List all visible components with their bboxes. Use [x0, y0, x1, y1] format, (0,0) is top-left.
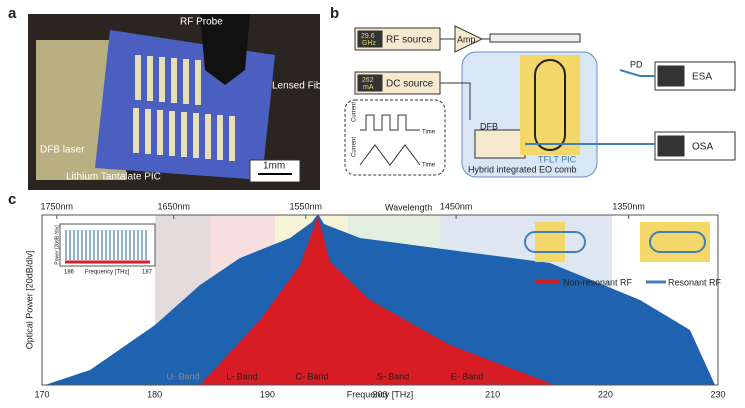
- x-tick-label: 200: [372, 389, 387, 399]
- y-axis-title: Optical Power [20dB/div]: [24, 251, 34, 350]
- x-tick-label: 220: [598, 389, 613, 399]
- axis-label: Current: [352, 102, 358, 122]
- box-label: PD: [630, 59, 643, 69]
- scale-bar-label: 1mm: [263, 161, 285, 172]
- band-label: S- Band: [377, 371, 410, 381]
- band-label: C- Band: [295, 371, 328, 381]
- top-tick-label: 1550nm: [290, 201, 323, 211]
- legend-label: Resonant RF: [668, 277, 722, 287]
- legend-label: Non-resonant RF: [563, 277, 633, 287]
- box-label: RF source: [386, 35, 433, 46]
- axis-label: Time: [422, 163, 436, 169]
- inset-y-label: Power [20dB /div]: [54, 225, 60, 265]
- x-tick-label: 190: [260, 389, 275, 399]
- photo-label: Lensed Fiber: [272, 81, 331, 92]
- rf-value: 29.6: [361, 33, 375, 40]
- photo-label: Lithium Tantalate PIC: [66, 172, 161, 183]
- panel-letter: a: [8, 5, 17, 22]
- inset-tick: 186: [64, 270, 75, 276]
- x-tick-label: 180: [147, 389, 162, 399]
- rf-unit: GHz: [362, 40, 377, 47]
- photo-label: RF Probe: [180, 17, 223, 28]
- x-axis-title: Frequency [THz]: [347, 389, 414, 399]
- axis-label: Time: [422, 130, 436, 136]
- dc-unit: mA: [363, 84, 374, 91]
- band-label: L- Band: [226, 371, 258, 381]
- spectrum-nonresonant: [200, 216, 555, 385]
- top-axis-title: Wavelength: [385, 202, 432, 212]
- x-tick-label: 230: [710, 389, 725, 399]
- legend-icons: [524, 222, 710, 284]
- panel-letter: b: [330, 5, 339, 22]
- inset: [59, 223, 156, 267]
- axis-label: Current: [352, 137, 358, 157]
- band-label: U- Band: [166, 371, 199, 381]
- top-tick-label: 1350nm: [612, 201, 645, 211]
- x-tick-label: 210: [485, 389, 500, 399]
- box-label: ESA: [692, 72, 712, 83]
- band-label: E- Band: [451, 371, 484, 381]
- dc-value: 262: [362, 77, 374, 84]
- top-tick-label: 1750nm: [40, 201, 73, 211]
- panel-letter: c: [8, 191, 16, 208]
- box-label: Hybrid integrated EO comb: [468, 164, 577, 174]
- photo: [28, 14, 320, 190]
- top-tick-label: 1450nm: [440, 201, 473, 211]
- schematic: [344, 25, 736, 178]
- x-tick-label: 170: [34, 389, 49, 399]
- spectrum-resonant: [45, 214, 715, 385]
- top-tick-label: 1650nm: [157, 201, 190, 211]
- box-label: OSA: [692, 142, 713, 153]
- box-label: TFLT PIC: [538, 154, 577, 164]
- box-label: Amp.: [457, 34, 478, 44]
- box-label: DFB: [480, 121, 498, 131]
- inset-x-label: Frequency [THz]: [85, 270, 130, 276]
- box-label: DC source: [386, 79, 434, 90]
- photo-label: DFB laser: [40, 145, 85, 156]
- inset-tick: 187: [142, 270, 153, 276]
